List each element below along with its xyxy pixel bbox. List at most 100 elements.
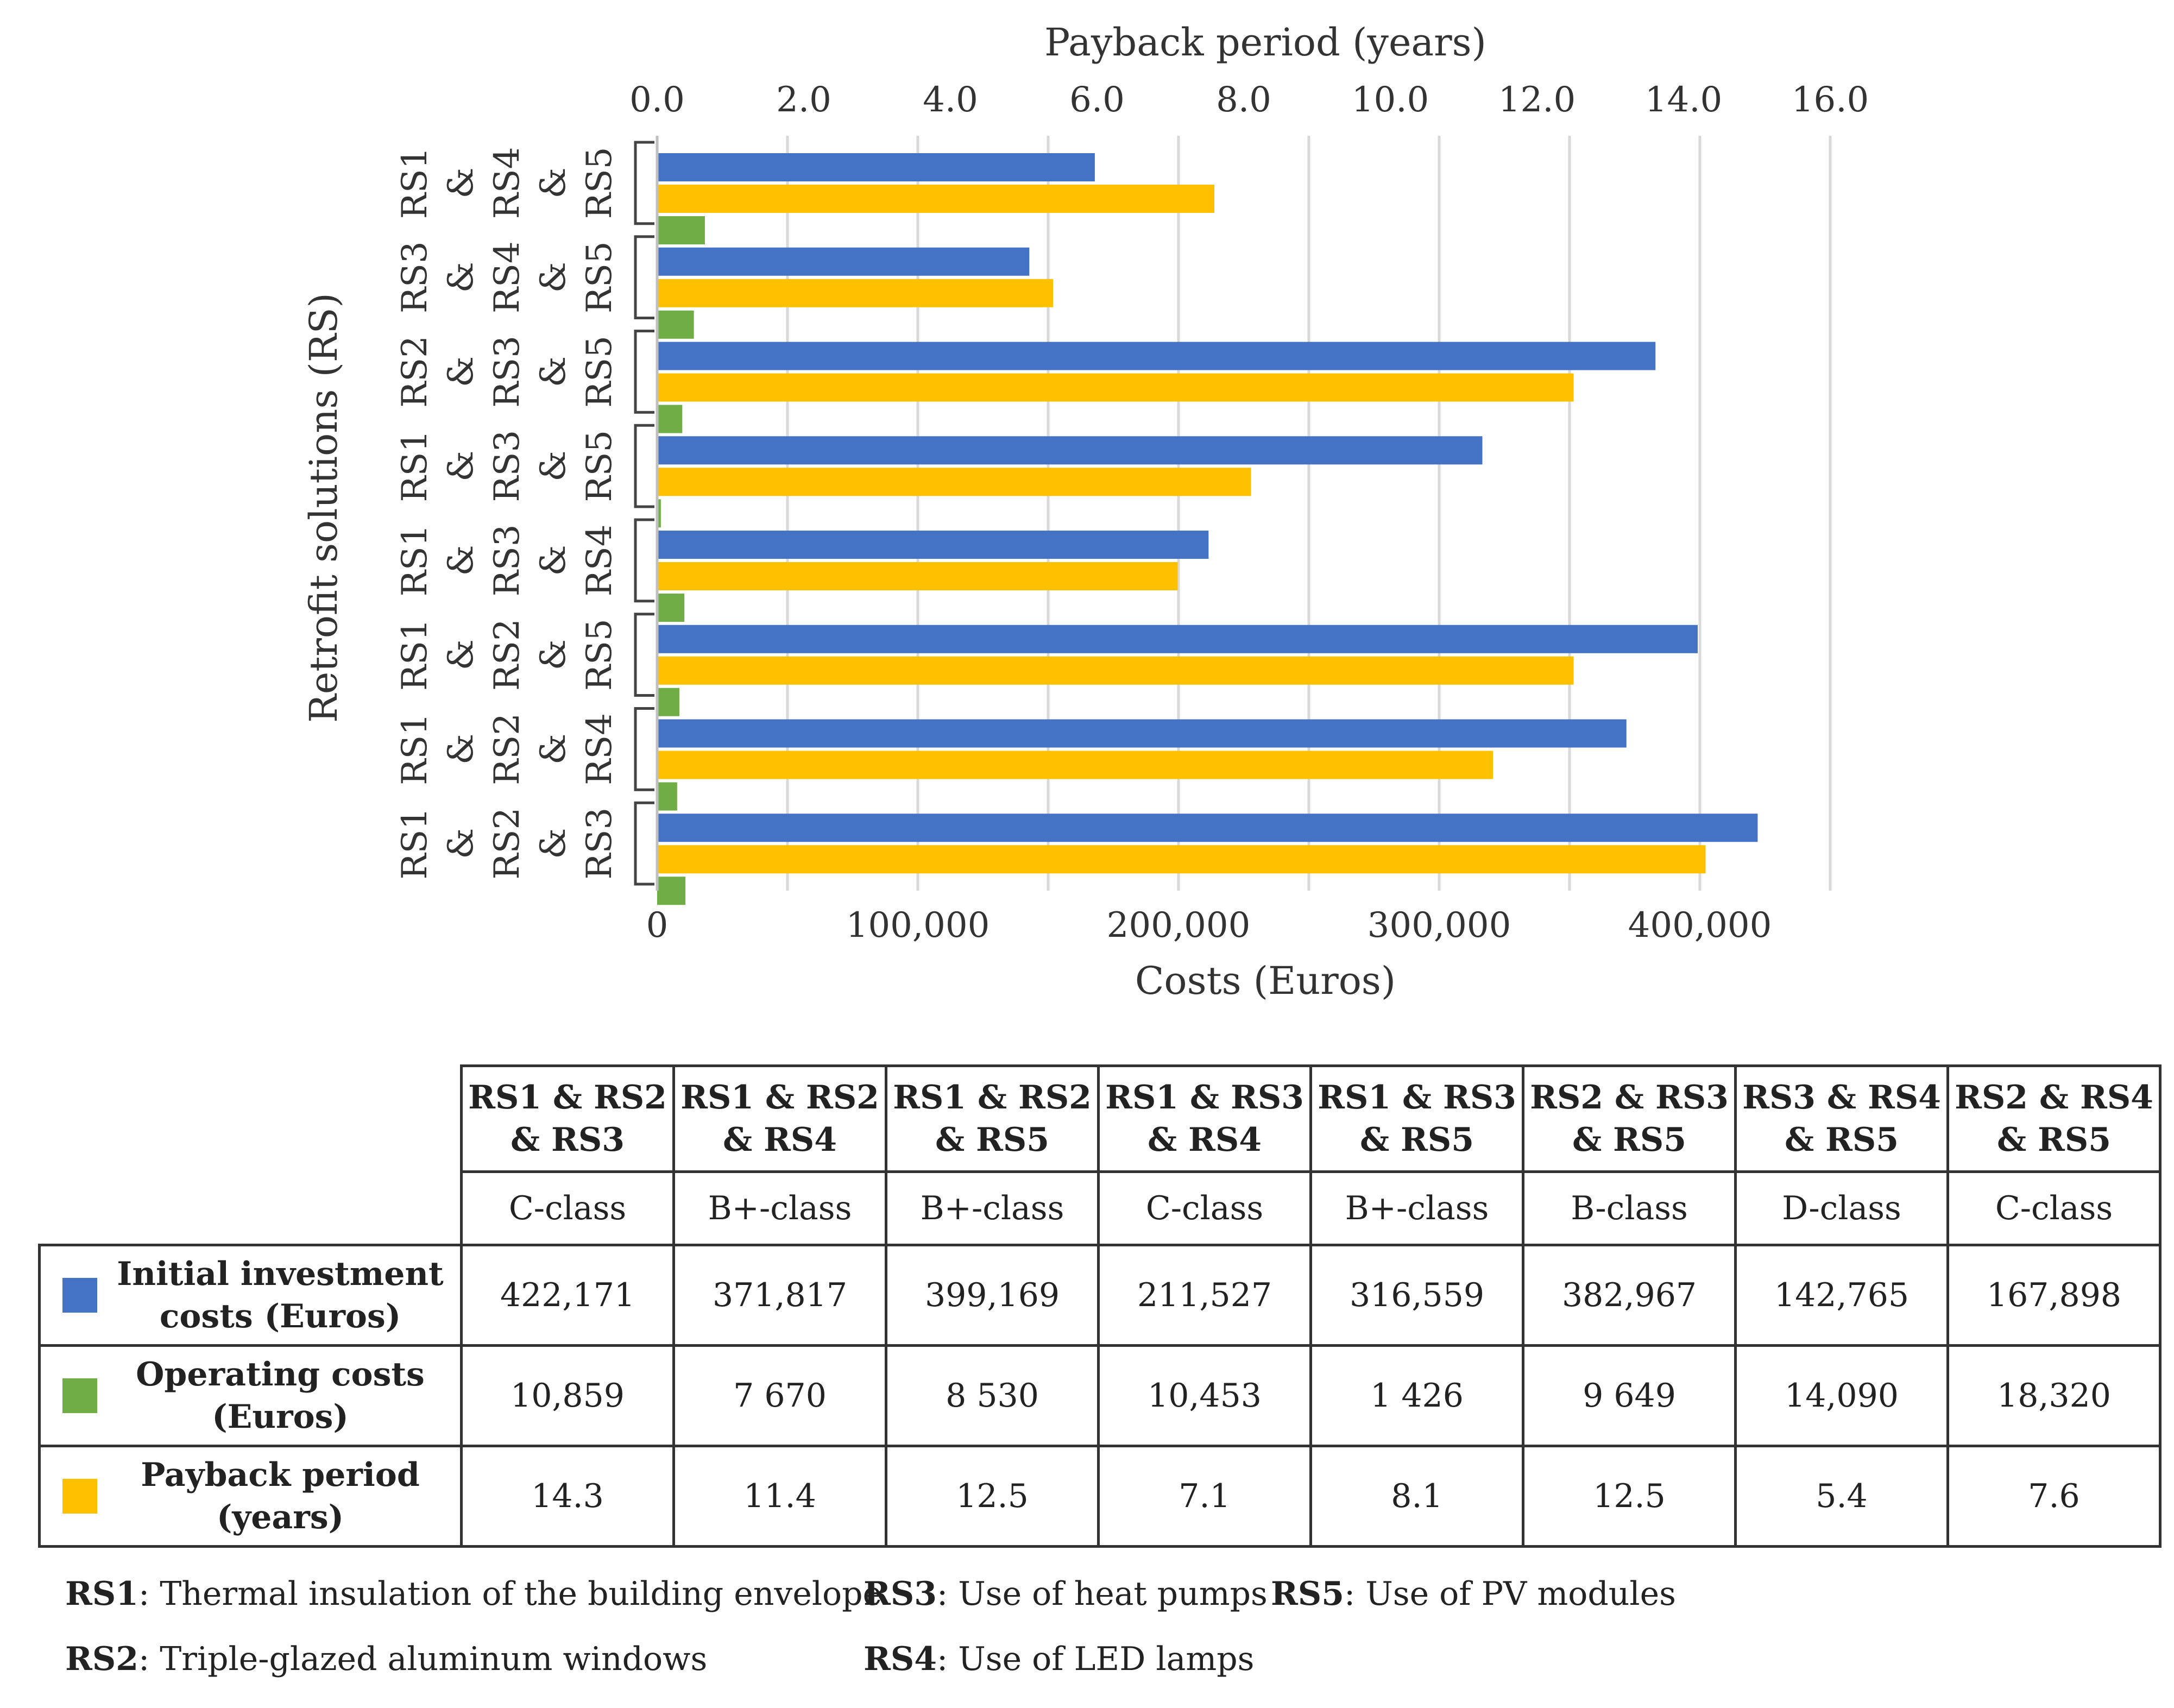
top-tick-label: 6.0: [1069, 80, 1125, 120]
column-header: RS1 & RS3 & RS4: [1097, 1064, 1312, 1173]
table-cell: 9 649: [1522, 1344, 1737, 1447]
column-header: RS2 & RS3 & RS5: [1522, 1064, 1737, 1173]
footnote-code: RS4: [864, 1640, 937, 1678]
category-label: RS2: [487, 619, 527, 691]
row-label: Initial investment costs (Euros): [117, 1255, 444, 1335]
top-tick-label: 4.0: [923, 80, 978, 120]
category-label: RS4: [487, 241, 527, 313]
energy-class-cell: C-class: [1097, 1170, 1312, 1246]
footnote: RS2: Triple-glazed aluminum windows: [65, 1640, 708, 1678]
category-label: &: [441, 356, 481, 387]
bar-operating-costs-euros: [657, 688, 679, 716]
table-cell: 211,527: [1097, 1244, 1312, 1347]
category-label: RS4: [579, 525, 620, 597]
category-label: RS3: [579, 808, 620, 880]
category-bracket: [634, 235, 654, 319]
bar-operating-costs-euros: [657, 594, 685, 622]
table-row: Payback period (years) 14.3 11.4 12.5 7.1 8.1 1…: [38, 1445, 2162, 1548]
bottom-axis-title: Costs (Euros): [1135, 959, 1396, 1003]
row-legend-cell: Payback period (years): [38, 1445, 463, 1548]
table-class-row: C-class B+-class B+-class C-class B+-class B-…: [40, 1170, 2162, 1246]
table-cell: 10,453: [1097, 1344, 1312, 1447]
table-cell: 142,765: [1734, 1244, 1949, 1347]
category-label: RS1: [395, 525, 435, 597]
category-label: RS1: [395, 619, 435, 691]
category-label: RS2: [487, 713, 527, 785]
category-label: RS1: [395, 430, 435, 502]
bar-operating-costs-euros: [657, 405, 683, 433]
footnote: RS4: Use of LED lamps: [864, 1640, 1255, 1678]
category-label: RS3: [487, 430, 527, 502]
bar-payback-period-years: [657, 373, 1574, 402]
category-label: &: [441, 828, 481, 859]
table-cell: 12.5: [885, 1445, 1100, 1548]
category-bracket: [634, 424, 654, 508]
top-tick-label: 16.0: [1792, 80, 1869, 120]
table-row: Operating costs (Euros) 10,859 7 670 8 530 10…: [38, 1344, 2162, 1447]
footnote: RS5: Use of PV modules: [1271, 1575, 1676, 1613]
bar-payback-period-years: [657, 845, 1706, 874]
category-label: RS5: [579, 619, 620, 691]
column-header: RS3 & RS4 & RS5: [1734, 1064, 1949, 1173]
y-axis-title: Retrofit solutions (RS): [301, 293, 346, 723]
row-label: Payback period (years): [141, 1456, 420, 1536]
bar-operating-costs-euros: [657, 216, 705, 244]
table-cell: 7.6: [1946, 1445, 2162, 1548]
bar-payback-period-years: [657, 185, 1214, 213]
column-header: RS1 & RS3 & RS5: [1309, 1064, 1524, 1173]
table-cell: 8.1: [1309, 1445, 1524, 1548]
row-legend-cell: Operating costs (Euros): [38, 1344, 463, 1447]
row-label: Operating costs (Euros): [136, 1356, 425, 1436]
bars: [657, 153, 1758, 905]
category-label: RS3: [487, 336, 527, 408]
category-label: RS5: [579, 241, 620, 313]
category-bracket: [634, 330, 654, 414]
category-label: &: [441, 451, 481, 482]
table-cell: 7.1: [1097, 1445, 1312, 1548]
bottom-tick-label: 100,000: [846, 905, 990, 946]
bar-chart: 0 100,000 200,000 300,000 400,000 0.0 2.0 4.0 6.…: [301, 20, 1869, 1003]
footnote-code: RS3: [864, 1575, 937, 1613]
bar-initial-investment-costs-euros: [657, 153, 1095, 181]
bar-payback-period-years: [657, 279, 1053, 307]
category-label: RS5: [579, 336, 620, 408]
category-bracket: [634, 518, 654, 603]
table-cell: 1 426: [1309, 1344, 1524, 1447]
footnote: RS1: Thermal insulation of the building …: [65, 1575, 883, 1613]
bar-initial-investment-costs-euros: [657, 719, 1627, 748]
footnote: RS3: Use of heat pumps: [864, 1575, 1268, 1613]
category-label: &: [441, 545, 481, 576]
category-label: RS3: [395, 241, 435, 313]
legend-swatch: [62, 1479, 97, 1514]
bar-initial-investment-costs-euros: [657, 247, 1030, 276]
category-label: RS3: [487, 525, 527, 597]
category-label: &: [441, 262, 481, 293]
category-label: &: [441, 639, 481, 670]
category-label: &: [533, 262, 574, 293]
legend-swatch: [62, 1378, 97, 1413]
category-label: &: [441, 734, 481, 765]
bottom-tick-label: 0: [646, 905, 669, 946]
category-label: &: [533, 356, 574, 387]
category-bracket: [634, 141, 654, 225]
category-label: RS2: [395, 336, 435, 408]
bar-payback-period-years: [657, 562, 1178, 590]
bar-operating-costs-euros: [657, 782, 677, 811]
category-label: &: [533, 545, 574, 576]
column-header: RS1 & RS2 & RS3: [460, 1064, 675, 1173]
table-cell: 14.3: [460, 1445, 675, 1548]
top-tick-label: 0.0: [629, 80, 685, 120]
table-cell: 422,171: [460, 1244, 675, 1347]
footnote-code: RS2: [65, 1640, 138, 1678]
table-cell: 14,090: [1734, 1344, 1949, 1447]
bar-payback-period-years: [657, 656, 1574, 685]
category-label: RS1: [395, 808, 435, 880]
table-cell: 371,817: [672, 1244, 887, 1347]
table-cell: 8 530: [885, 1344, 1100, 1447]
bar-operating-costs-euros: [657, 877, 686, 905]
bar-payback-period-years: [657, 468, 1251, 496]
bottom-tick-label: 300,000: [1368, 905, 1511, 946]
top-tick-label: 10.0: [1352, 80, 1429, 120]
legend-swatch: [62, 1278, 97, 1313]
category-bracket: [634, 801, 654, 886]
